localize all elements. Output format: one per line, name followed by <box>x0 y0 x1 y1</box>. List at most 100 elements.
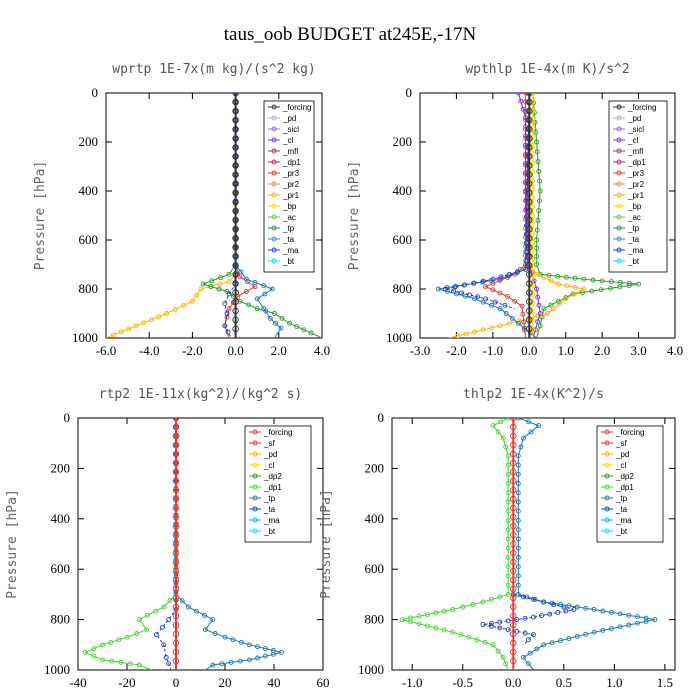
series-marker-tp <box>635 614 640 620</box>
series-marker-ac <box>534 245 540 251</box>
series-marker-tp <box>185 604 191 610</box>
series-line-ta <box>445 93 530 310</box>
series-marker-tp <box>617 611 623 617</box>
series-marker-bp <box>530 204 536 210</box>
series-marker-ac <box>294 324 300 330</box>
legend-swatch-marker <box>616 258 622 264</box>
x-tick-label: 60 <box>317 675 330 690</box>
legend-swatch-marker <box>252 506 258 512</box>
series-marker-pr1 <box>148 317 154 323</box>
series-marker-ac <box>572 275 578 281</box>
series-marker-dp1 <box>408 619 413 625</box>
series-marker-forcing <box>172 418 180 422</box>
x-tick-label: -6.0 <box>96 343 117 358</box>
series-marker-cl <box>537 311 543 316</box>
series-marker-dp1 <box>500 654 506 660</box>
y-axis-label: Pressure [hPa] <box>33 161 48 271</box>
x-tick-label: -3.0 <box>410 343 431 358</box>
series-marker-bp <box>530 326 536 332</box>
legend-entry: _dp1 <box>263 483 282 492</box>
series-marker-tp <box>179 598 185 604</box>
series-marker-forcing <box>232 316 239 324</box>
series-marker-ta <box>498 274 504 280</box>
series-marker-forcing <box>510 612 517 620</box>
series-marker-dp1 <box>505 462 511 468</box>
legend-entry: _bt <box>627 257 640 266</box>
series-marker-dp1 <box>109 658 115 664</box>
series-marker-dp1 <box>416 613 422 619</box>
series-marker-dp1 <box>495 429 501 435</box>
figure-title: taus_oob BUDGET at245E,-17N <box>224 24 477 45</box>
series-marker-forcing <box>232 289 239 296</box>
legend-box <box>244 425 312 543</box>
series-marker-dp1 <box>144 612 150 618</box>
series-marker-ta <box>459 290 464 296</box>
series-marker-tp <box>238 639 244 645</box>
series-marker-ta <box>571 607 577 612</box>
series-marker-tp <box>515 573 521 579</box>
series-marker-forcing <box>526 244 533 251</box>
series-marker-ta <box>490 276 496 282</box>
series-marker-dp1 <box>433 610 439 616</box>
series-marker-tp <box>261 283 267 289</box>
panel-title: wprtp 1E-7x(m kg)/(s^2 kg) <box>112 62 316 77</box>
series-marker-tp <box>509 315 515 321</box>
series-marker-forcing <box>526 271 533 278</box>
series-marker-dp1 <box>505 518 511 523</box>
series-marker-forcing <box>510 441 517 449</box>
legend-swatch-marker <box>271 104 277 110</box>
legend-swatch-marker <box>616 148 622 154</box>
x-tick-label: -40 <box>69 675 86 690</box>
y-tick-label: 600 <box>393 232 413 247</box>
series-marker-ac <box>209 278 215 284</box>
series-marker-dp1 <box>108 639 114 645</box>
series-marker-tp <box>267 315 273 321</box>
legend-entry: _forcing <box>282 103 311 112</box>
series-marker-dp1 <box>505 573 511 579</box>
series-marker-ta <box>483 296 489 302</box>
series-marker-forcing <box>172 486 180 494</box>
legend-swatch-marker <box>271 181 277 187</box>
y-tick-label: 400 <box>79 183 99 198</box>
series-marker-dp1 <box>495 648 501 654</box>
series-marker-bp <box>530 169 536 175</box>
series-marker-tp <box>643 615 649 621</box>
series-marker-ac <box>287 320 293 326</box>
series-marker-forcing <box>232 162 239 169</box>
series-marker-ta <box>488 623 494 629</box>
legend-entry: _bt <box>263 527 276 536</box>
series-marker-forcing <box>232 234 239 242</box>
series-group <box>82 418 284 670</box>
series-marker-ac <box>626 283 632 288</box>
legend-entry: _pr2 <box>627 180 645 189</box>
series-marker-ac <box>617 280 623 285</box>
series-marker-bp <box>530 178 536 183</box>
x-tick-label: -2.0 <box>182 343 203 358</box>
series-marker-forcing <box>510 432 517 440</box>
series-marker-dp1 <box>523 207 529 213</box>
series-marker-dp1 <box>505 554 511 560</box>
series-marker-dp1 <box>505 471 511 477</box>
series-marker-forcing <box>172 567 180 575</box>
series-marker-tp <box>527 650 533 656</box>
series-marker-cl <box>523 188 529 194</box>
y-tick-label: 600 <box>365 561 385 576</box>
series-marker-ac <box>534 227 540 233</box>
series-marker-pr1 <box>555 281 561 287</box>
series-marker-dp1 <box>153 608 159 614</box>
series-marker-pr1 <box>557 301 563 307</box>
series-marker-tp <box>534 646 540 652</box>
legend: _forcing _sf _pd _cl _dp2 _dp1 _tp _ta _ma _bt <box>244 425 312 543</box>
series-marker-tp <box>212 631 218 636</box>
series-marker-forcing <box>172 612 180 620</box>
legend-swatch-marker <box>616 126 622 132</box>
legend-swatch-marker <box>271 126 277 132</box>
series-marker-ta <box>226 291 232 297</box>
series-marker-pr1 <box>141 320 147 326</box>
series-marker-dp1 <box>100 657 105 663</box>
legend-swatch-marker <box>252 517 258 523</box>
series-marker-bp <box>530 256 536 262</box>
series-marker-tp <box>435 286 441 292</box>
series-marker-bp <box>530 248 536 253</box>
